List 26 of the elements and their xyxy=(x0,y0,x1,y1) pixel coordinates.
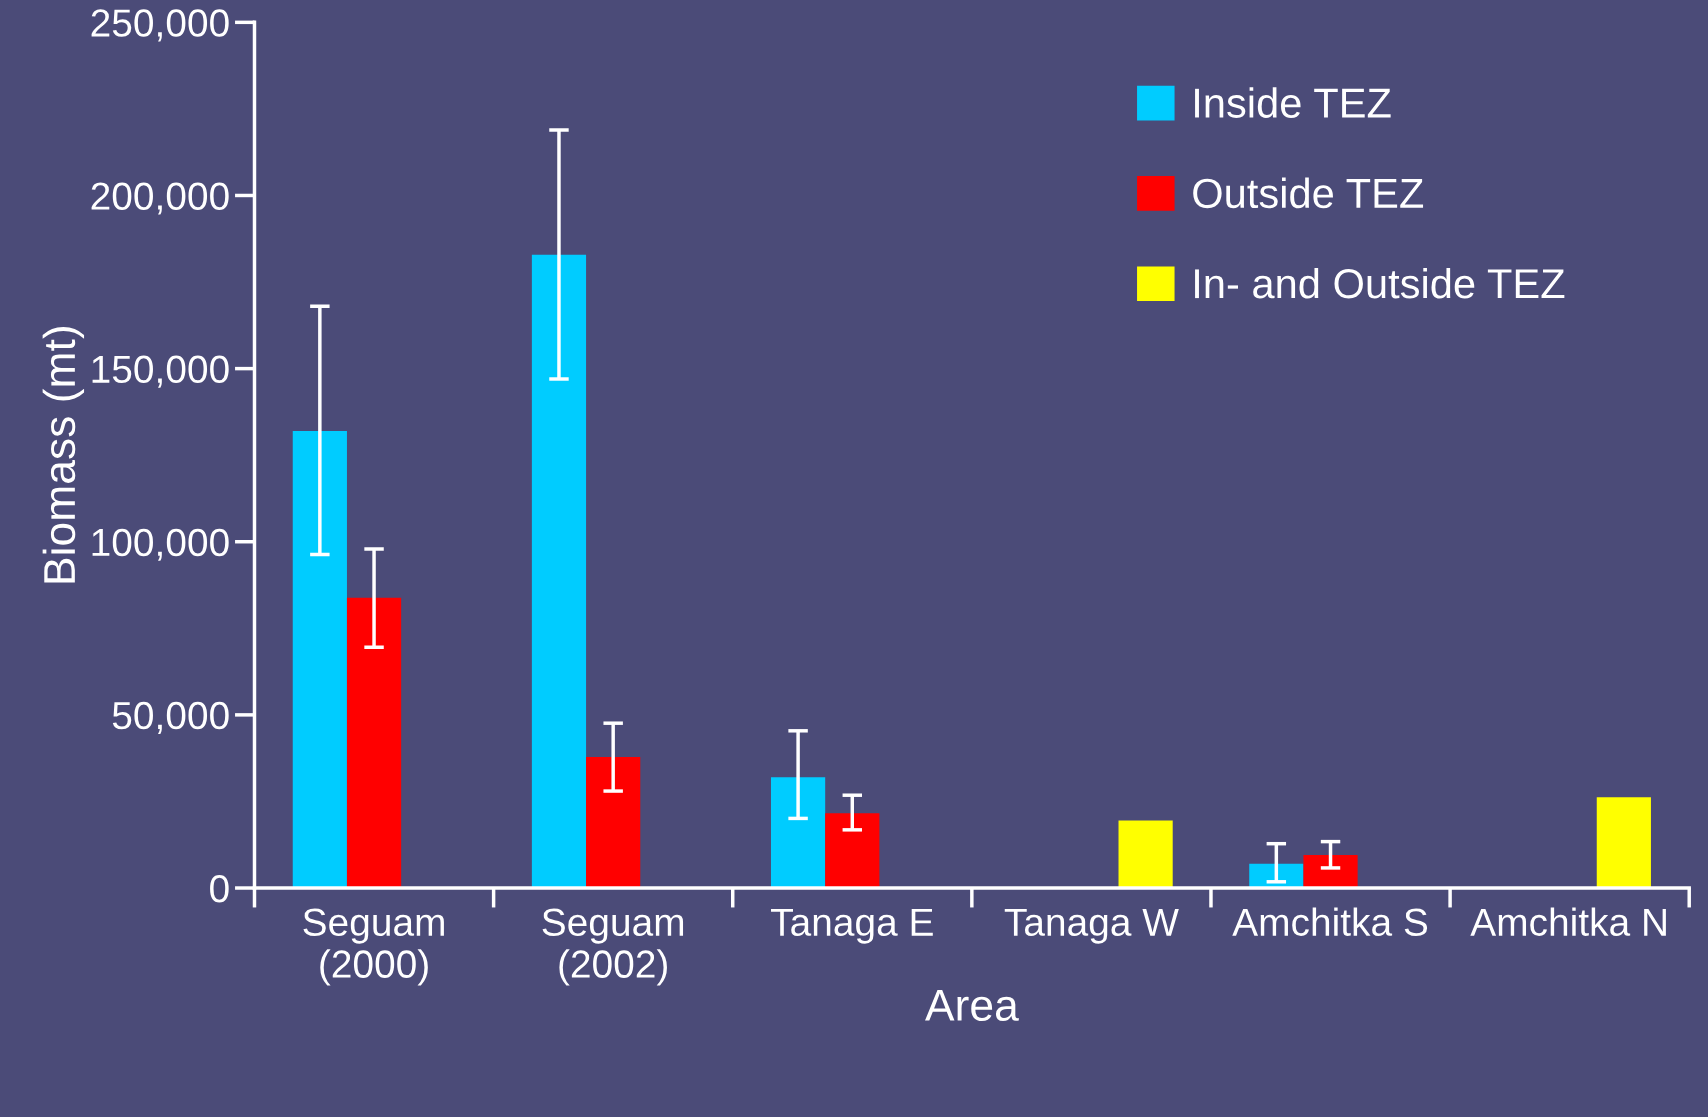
bar xyxy=(346,597,402,889)
legend-label: Inside TEZ xyxy=(1195,87,1391,118)
x-tick-label: Amchitka N xyxy=(1470,907,1666,937)
y-tick-label: 100,000 xyxy=(92,528,229,561)
x-tick-label: Seguam (2002) xyxy=(542,908,684,986)
bar xyxy=(1303,855,1358,889)
bar xyxy=(1596,797,1651,889)
y-tick-label: 150,000 xyxy=(92,355,229,388)
y-tick-label: 50,000 xyxy=(112,701,229,734)
x-tick-label: Amchitka S xyxy=(1232,907,1428,937)
bar xyxy=(825,813,880,889)
bar xyxy=(1118,820,1173,889)
bar xyxy=(586,757,641,889)
bar xyxy=(531,254,587,889)
x-tick-label: Tanaga E xyxy=(771,908,933,944)
x-tick-label: Tanaga W xyxy=(1004,908,1179,944)
bar xyxy=(292,430,347,889)
legend-label: In- and Outside TEZ xyxy=(1195,267,1565,299)
x-axis-title: Area xyxy=(925,990,1019,1022)
y-tick-label: 250,000 xyxy=(91,9,229,42)
y-tick-label: 200,000 xyxy=(91,182,229,215)
legend-label: Outside TEZ xyxy=(1193,177,1424,209)
x-tick-label: Seguam (2000) xyxy=(303,908,444,986)
bar xyxy=(770,777,826,889)
y-tick-label: 0 xyxy=(210,874,229,903)
y-axis-title: Biomass (mt) xyxy=(42,327,85,583)
